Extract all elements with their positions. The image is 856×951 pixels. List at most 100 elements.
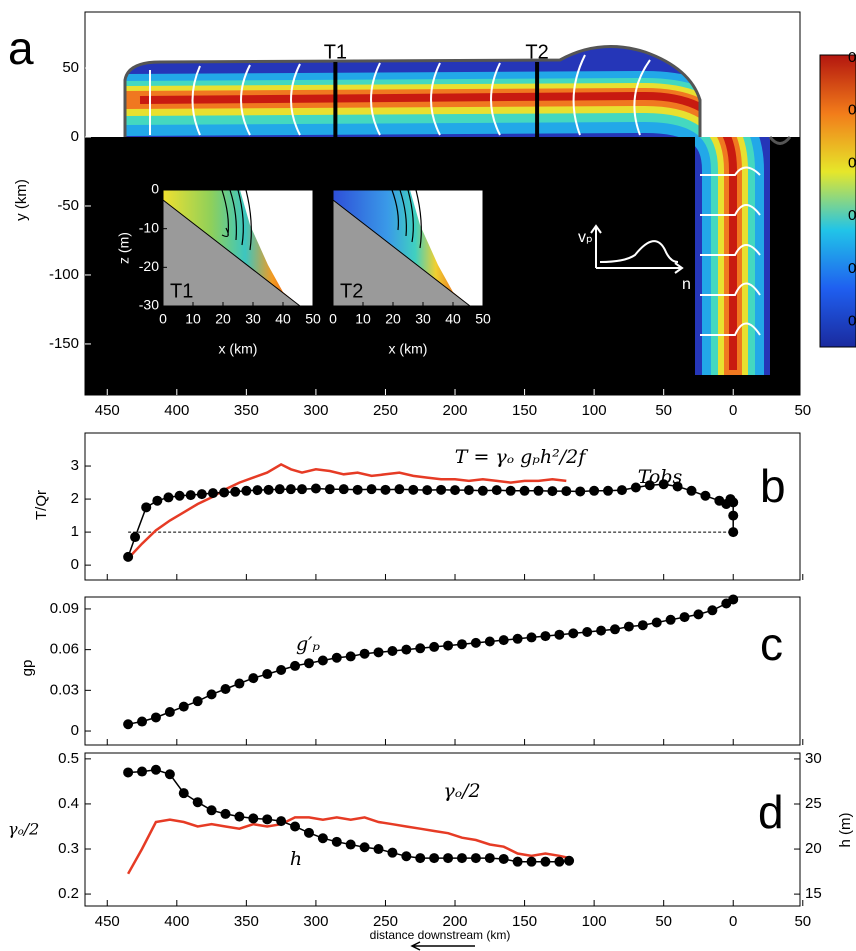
series-annotation: T = γₒ gₚh²/2f [455,446,588,468]
inset-x-tick-label: 30 [415,311,431,327]
series-marker [456,853,467,864]
series-marker [230,486,241,497]
series-marker [526,632,537,643]
colorbar-tick-label: 0 [848,102,856,119]
inset-label: T1 [170,280,193,302]
series-marker [568,628,579,639]
x-tick-label: 50 [794,913,811,930]
series-marker [693,609,704,620]
x-tick-label: 200 [443,402,468,419]
series-marker [163,492,174,503]
y-axis-label: T/Qr [33,490,50,520]
series-marker [303,827,314,838]
y-tick-label: 0.3 [58,840,79,857]
axes-frame [84,596,801,746]
inset-x-tick-label: 50 [305,311,321,327]
series-marker [728,510,739,521]
x-tick-label: 50 [655,402,672,419]
y2-tick-label: 30 [805,750,822,767]
series-marker [192,696,203,707]
series-marker [665,614,676,625]
series-marker [220,683,231,694]
series-marker [609,624,620,635]
series-marker [401,851,412,862]
y-tick-label: 50 [62,59,79,76]
series-marker [373,647,384,658]
y-tick-label: 1 [71,523,79,540]
series-marker [512,856,523,867]
series-marker [415,643,426,654]
series-marker [429,853,440,864]
series-marker [415,853,426,864]
series-marker [728,594,739,605]
series-marker [338,484,349,495]
y2-axis-label: h (m) [837,813,854,848]
series-marker [219,487,230,498]
series-annotation: h [290,848,302,870]
x-tick-label: 50 [794,402,811,419]
series-marker [387,847,398,858]
y-axis-label: y (km) [13,179,30,221]
series-marker [582,626,593,637]
series-marker [484,636,495,647]
colorbar-tick-label: 0 [848,154,856,171]
series-marker [505,485,516,496]
series-marker [331,836,342,847]
series-marker [150,764,161,775]
series-marker [276,816,287,827]
series-marker [206,805,217,816]
inset-y-tick-label: 0 [151,181,159,197]
y-tick-label: 0.5 [58,750,79,767]
series-marker [561,486,572,497]
series-line [127,483,734,558]
panel-label: a [8,22,34,74]
series-marker [658,479,669,490]
series-marker [394,484,405,495]
series-marker [262,669,273,680]
y-tick-label: 2 [71,490,79,507]
direction-arrow [410,941,475,951]
series-marker [616,485,627,496]
series-marker [248,813,259,824]
series-marker [234,811,245,822]
x-tick-label: 400 [164,402,189,419]
series-line [127,816,570,875]
axes-frame [84,432,801,581]
series-marker [589,485,600,496]
series-marker [575,486,586,497]
series-marker [477,485,488,496]
series-line [127,462,567,560]
series-marker [630,482,641,493]
schematic-axes [590,224,684,274]
series-marker [637,620,648,631]
y-tick-label: 0.09 [50,600,79,617]
inset-x-tick-label: 0 [159,311,167,327]
x-tick-label: 250 [373,402,398,419]
series-marker [373,844,384,855]
series-marker [234,678,245,689]
series-marker [262,814,273,825]
transect-label: T1 [324,41,347,63]
schematic-label: vₚ [578,229,593,246]
velocity-profiles [149,54,761,336]
series-marker [241,485,252,496]
x-tick-label: 0 [729,913,737,930]
series-marker [484,853,495,864]
y-tick-label: 0 [71,128,79,145]
inset-y-tick-label: -30 [139,297,159,313]
series-marker [387,645,398,656]
series-marker [285,484,296,495]
series-marker [564,855,575,866]
series-marker [303,658,314,669]
series-marker [554,629,565,640]
series-marker [547,486,558,497]
inset-x-tick-label: 10 [185,311,201,327]
series-marker [252,485,263,496]
series-marker [164,707,175,718]
y-tick-label: 0.4 [58,795,79,812]
series-marker [603,485,614,496]
series-marker [185,490,196,501]
inset-x-tick-label: 20 [215,311,231,327]
series-marker [164,769,175,780]
series-marker [317,833,328,844]
